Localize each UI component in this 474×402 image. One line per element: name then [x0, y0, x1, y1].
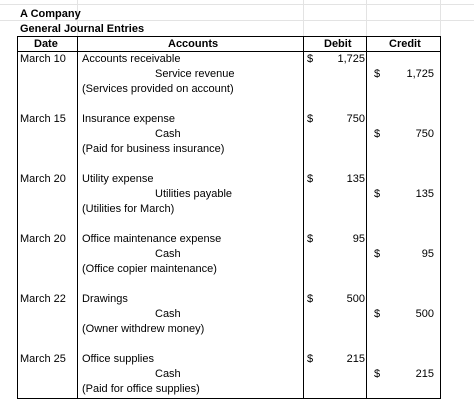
- credit-currency: $: [374, 248, 381, 260]
- credit-account: Utilities payable: [155, 188, 233, 200]
- header-debit: Debit: [324, 38, 352, 50]
- table-right-border: [440, 36, 441, 399]
- credit-currency: $: [374, 188, 381, 200]
- entry-date: March 10: [20, 53, 66, 65]
- gridline: [366, 0, 367, 36]
- debit-amount: 215: [346, 353, 365, 365]
- gridline: [303, 0, 304, 36]
- credit-amount: 750: [415, 128, 434, 140]
- credit-account: Cash: [155, 308, 181, 320]
- gridline: [440, 0, 441, 36]
- debit-account: Drawings: [82, 293, 128, 305]
- report-title: General Journal Entries: [20, 23, 145, 35]
- debit-currency: $: [307, 113, 314, 125]
- entry-date: March 20: [20, 173, 66, 185]
- entry-date: March 15: [20, 113, 66, 125]
- debit-amount: 500: [346, 293, 365, 305]
- credit-amount: 500: [415, 308, 434, 320]
- entry-memo: (Paid for business insurance): [82, 143, 225, 155]
- company-name: A Company: [20, 8, 81, 20]
- header-accounts: Accounts: [168, 38, 219, 50]
- entry-date: March 22: [20, 293, 66, 305]
- gridline: [0, 20, 474, 21]
- credit-amount: 1,725: [406, 68, 434, 80]
- entry-memo: (Services provided on account): [82, 83, 234, 95]
- debit-currency: $: [307, 293, 314, 305]
- debit-account: Accounts receivable: [82, 53, 181, 65]
- entry-memo: (Owner withdrew money): [82, 323, 205, 335]
- credit-amount: 95: [421, 248, 434, 260]
- entry-date: March 25: [20, 353, 66, 365]
- credit-account: Service revenue: [155, 68, 235, 80]
- debit-amount: 750: [346, 113, 365, 125]
- debit-currency: $: [307, 173, 314, 185]
- credit-currency: $: [374, 128, 381, 140]
- entry-date: March 20: [20, 233, 66, 245]
- debit-account: Insurance expense: [82, 113, 175, 125]
- credit-account: Cash: [155, 248, 181, 260]
- table-bottom-border: [17, 398, 441, 399]
- debit-account: Office maintenance expense: [82, 233, 222, 245]
- credit-amount: 215: [415, 368, 434, 380]
- credit-currency: $: [374, 68, 381, 80]
- table-top-border: [17, 36, 441, 37]
- entry-memo: (Utilities for March): [82, 203, 175, 215]
- credit-account: Cash: [155, 128, 181, 140]
- header-date: Date: [34, 38, 58, 50]
- debit-account: Utility expense: [82, 173, 154, 185]
- date-column-border: [77, 36, 78, 399]
- gridline: [0, 4, 474, 5]
- debit-amount: 135: [346, 173, 365, 185]
- credit-amount: 135: [415, 188, 434, 200]
- debit-currency: $: [307, 53, 314, 65]
- header-credit: Credit: [389, 38, 421, 50]
- debit-amount: 1,725: [337, 53, 365, 65]
- debit-account: Office supplies: [82, 353, 154, 365]
- table-left-border: [17, 36, 18, 399]
- entry-memo: (Paid for office supplies): [82, 383, 200, 395]
- header-bottom-border: [17, 51, 441, 52]
- debit-currency: $: [307, 233, 314, 245]
- debit-currency: $: [307, 353, 314, 365]
- credit-currency: $: [374, 308, 381, 320]
- entry-memo: (Office copier maintenance): [82, 263, 217, 275]
- debit-amount: 95: [352, 233, 365, 245]
- gridline: [77, 0, 78, 36]
- credit-account: Cash: [155, 368, 181, 380]
- accounts-column-border: [303, 36, 304, 399]
- credit-currency: $: [374, 368, 381, 380]
- debit-column-border: [366, 36, 367, 399]
